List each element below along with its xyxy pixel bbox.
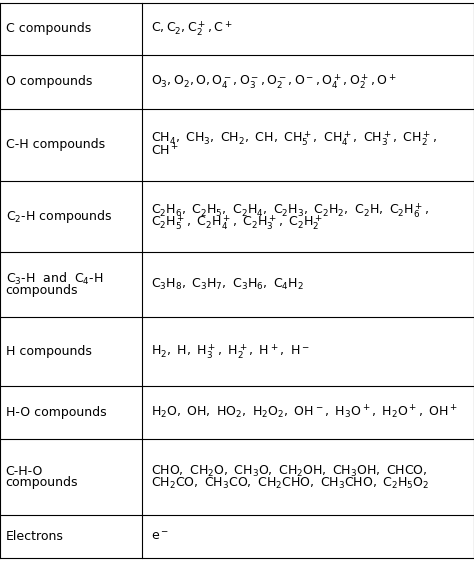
Text: $\mathrm{H_2O,\ OH,\ HO_2,\ H_2O_2,\ OH^-,\ H_3O^+,\ H_2O^+,\ OH^+}$: $\mathrm{H_2O,\ OH,\ HO_2,\ H_2O_2,\ OH^… <box>151 404 458 421</box>
Text: O compounds: O compounds <box>6 75 92 88</box>
Text: compounds: compounds <box>6 476 78 489</box>
Text: $\mathrm{CHO,\ CH_2O,\ CH_3O,\ CH_2OH,\ CH_3OH,\ CHCO,}$: $\mathrm{CHO,\ CH_2O,\ CH_3O,\ CH_2OH,\ … <box>151 463 427 479</box>
Text: $\mathrm{C_3}$-H  and  $\mathrm{C_4}$-H: $\mathrm{C_3}$-H and $\mathrm{C_4}$-H <box>6 272 103 287</box>
Text: H-O compounds: H-O compounds <box>6 406 106 419</box>
Text: $\mathrm{CH_4,\ CH_3,\ CH_2,\ CH,\ CH_5^+,\ CH_4^+,\ CH_3^+,\ CH_2^+,}$: $\mathrm{CH_4,\ CH_3,\ CH_2,\ CH,\ CH_5^… <box>151 129 437 148</box>
Text: H compounds: H compounds <box>6 345 91 358</box>
Text: $\mathrm{e^-}$: $\mathrm{e^-}$ <box>151 530 169 543</box>
Text: $\mathrm{C_2H_5^+,\ C_2H_4^+,\ C_2H_3^+,\ C_2H_2^+}$: $\mathrm{C_2H_5^+,\ C_2H_4^+,\ C_2H_3^+,… <box>151 213 323 232</box>
Text: C compounds: C compounds <box>6 22 91 35</box>
Text: C-H-O: C-H-O <box>6 466 43 479</box>
Text: $\mathrm{C_3H_8,\ C_3H_7,\ C_3H_6,\ C_4H_2}$: $\mathrm{C_3H_8,\ C_3H_7,\ C_3H_6,\ C_4H… <box>151 277 304 292</box>
Text: $\mathrm{C_2H_6,\ C_2H_5,\ C_2H_4,\ C_2H_3,\ C_2H_2,\ C_2H,\ C_2H_6^+,}$: $\mathrm{C_2H_6,\ C_2H_5,\ C_2H_4,\ C_2H… <box>151 201 429 220</box>
Text: compounds: compounds <box>6 284 78 297</box>
Text: $\mathrm{O_3, O_2, O, O_4^-, O_3^-, O_2^-, O^-, O_4^+, O_2^+, O^+}$: $\mathrm{O_3, O_2, O, O_4^-, O_3^-, O_2^… <box>151 72 396 91</box>
Text: $\mathrm{CH_2CO,\ CH_3CO,\ CH_2CHO,\ CH_3CHO,\ C_2H_5O_2}$: $\mathrm{CH_2CO,\ CH_3CO,\ CH_2CHO,\ CH_… <box>151 476 429 491</box>
Text: $\mathrm{C, C_2, C_2^+, C^+}$: $\mathrm{C, C_2, C_2^+, C^+}$ <box>151 19 232 38</box>
Text: $\mathrm{CH^+}$: $\mathrm{CH^+}$ <box>151 143 179 158</box>
Text: $\mathrm{C_2}$-H compounds: $\mathrm{C_2}$-H compounds <box>6 208 112 225</box>
Text: C-H compounds: C-H compounds <box>6 138 105 151</box>
Text: $\mathrm{H_2,\ H,\ H_3^+,\ H_2^+,\ H^+,\ H^-}$: $\mathrm{H_2,\ H,\ H_3^+,\ H_2^+,\ H^+,\… <box>151 342 310 361</box>
Text: Electrons: Electrons <box>6 530 64 543</box>
